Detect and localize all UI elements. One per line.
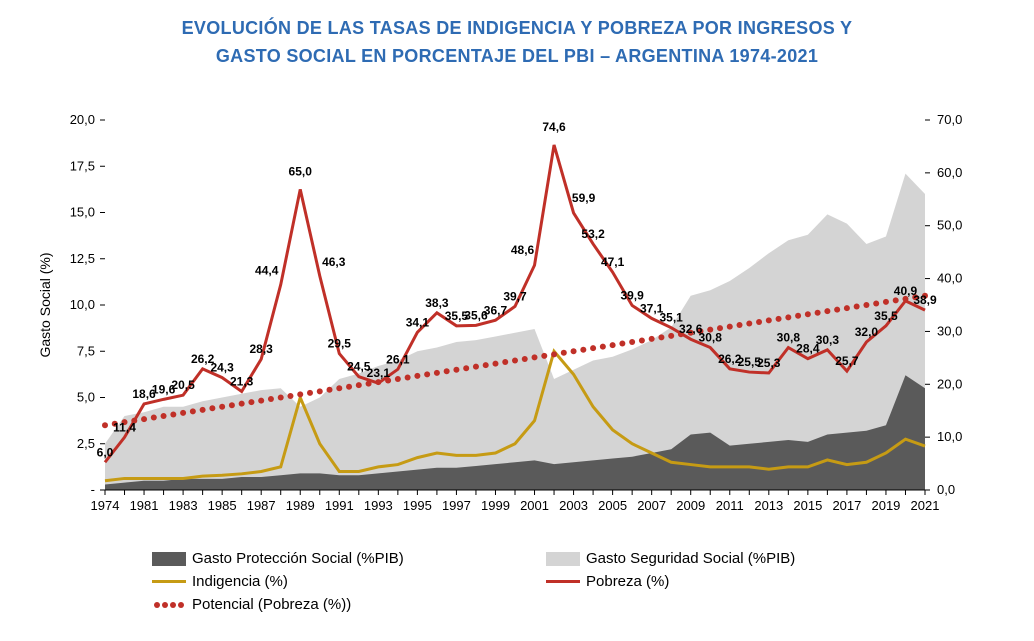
x-tick-label: 2003 — [559, 498, 588, 513]
legend-item: Indigencia (%) — [152, 573, 538, 590]
pobreza-data-label: 29,5 — [328, 337, 352, 351]
y-left-tick-label: 12,5 — [70, 251, 95, 266]
pobreza-data-label: 39,7 — [503, 289, 527, 303]
pobreza-data-label: 48,6 — [511, 243, 535, 257]
legend-label: Gasto Protección Social (%PIB) — [192, 550, 404, 567]
pobreza-data-label: 32,0 — [855, 325, 879, 339]
legend-swatch — [152, 552, 186, 566]
pobreza-data-label: 11,4 — [113, 420, 136, 434]
y-left-tick-label: 15,0 — [70, 205, 95, 220]
x-tick-label: 2019 — [871, 498, 900, 513]
pobreza-data-label: 20,5 — [171, 378, 195, 392]
legend-label: Potencial (Pobreza (%)) — [192, 596, 351, 613]
x-tick-label: 1993 — [364, 498, 393, 513]
x-tick-label: 1983 — [169, 498, 198, 513]
pobreza-data-label: 36,7 — [484, 303, 508, 317]
legend-swatch — [546, 552, 580, 566]
pobreza-data-label: 38,9 — [913, 293, 937, 307]
x-tick-label: 1995 — [403, 498, 432, 513]
legend-item: Gasto Protección Social (%PIB) — [152, 550, 538, 567]
pobreza-data-label: 65,0 — [289, 164, 313, 178]
x-tick-label: 1997 — [442, 498, 471, 513]
legend-label: Gasto Seguridad Social (%PIB) — [586, 550, 795, 567]
y-left-tick-label: - — [91, 482, 95, 497]
pobreza-data-label: 25,7 — [835, 354, 859, 368]
x-tick-label: 2007 — [637, 498, 666, 513]
pobreza-data-label: 25,3 — [757, 356, 781, 370]
x-tick-label: 2009 — [676, 498, 705, 513]
y-right-tick-label: 30,0 — [937, 323, 962, 338]
x-tick-label: 2005 — [598, 498, 627, 513]
y-right-tick-label: 70,0 — [937, 112, 962, 127]
legend-swatch — [152, 598, 186, 612]
x-tick-label: 1981 — [130, 498, 159, 513]
legend-item: Gasto Seguridad Social (%PIB) — [546, 550, 932, 567]
pobreza-data-label: 30,3 — [816, 333, 840, 347]
pobreza-data-label: 34,1 — [406, 315, 430, 329]
y-left-axis-label: Gasto Social (%) — [37, 252, 53, 357]
pobreza-data-label: 39,9 — [620, 288, 644, 302]
y-right-tick-label: 60,0 — [937, 165, 962, 180]
legend-label: Indigencia (%) — [192, 573, 288, 590]
pobreza-data-label: 21,3 — [230, 374, 254, 388]
pobreza-data-label: 28,3 — [250, 342, 274, 356]
y-left-tick-label: 20,0 — [70, 112, 95, 127]
pobreza-data-label: 46,3 — [322, 255, 346, 269]
x-tick-label: 2017 — [832, 498, 861, 513]
pobreza-data-label: 35,5 — [874, 309, 898, 323]
pobreza-data-label: 23,1 — [367, 366, 391, 380]
pobreza-data-label: 53,2 — [581, 227, 605, 241]
y-left-tick-label: 17,5 — [70, 158, 95, 173]
pobreza-data-label: 44,4 — [255, 264, 279, 278]
y-right-tick-label: 40,0 — [937, 271, 962, 286]
x-tick-label: 1985 — [208, 498, 237, 513]
legend-swatch — [546, 580, 580, 583]
x-tick-label: 2015 — [793, 498, 822, 513]
legend-label: Pobreza (%) — [586, 573, 669, 590]
chart-container: { "title_line1": "EVOLUCIÓN DE LAS TASAS… — [0, 0, 1034, 641]
chart-svg: 1974 1981 1983 1985 1987 1989 1991 1993 1995 1997… — [0, 0, 1034, 641]
x-tick-label: 2001 — [520, 498, 549, 513]
y-right-tick-label: 0,0 — [937, 482, 955, 497]
x-tick-label: 2021 — [911, 498, 940, 513]
chart-title-line1: EVOLUCIÓN DE LAS TASAS DE INDIGENCIA Y P… — [0, 18, 1034, 39]
pobreza-data-label: 24,3 — [210, 361, 234, 375]
pobreza-data-label: 38,3 — [425, 296, 449, 310]
y-right-tick-label: 10,0 — [937, 429, 962, 444]
legend-swatch — [152, 580, 186, 583]
pobreza-data-label: 6,0 — [97, 445, 114, 459]
y-right-tick-label: 20,0 — [937, 376, 962, 391]
pobreza-data-label: 47,1 — [601, 255, 625, 269]
chart-title-line2: GASTO SOCIAL EN PORCENTAJE DEL PBI – ARG… — [0, 46, 1034, 67]
x-tick-label: 2011 — [716, 498, 744, 513]
x-tick-label: 1989 — [286, 498, 315, 513]
x-tick-label: 1974 — [91, 498, 120, 513]
y-left-tick-label: 2,5 — [77, 436, 95, 451]
y-left-tick-label: 5,0 — [77, 390, 95, 405]
y-left-tick-label: 7,5 — [77, 343, 95, 358]
legend-item: Pobreza (%) — [546, 573, 932, 590]
y-left-tick-label: 10,0 — [70, 297, 95, 312]
legend: Gasto Protección Social (%PIB) Gasto Segu… — [152, 550, 932, 613]
pobreza-data-label: 26,1 — [386, 352, 410, 366]
x-tick-label: 1999 — [481, 498, 510, 513]
legend-item: Potencial (Pobreza (%)) — [152, 596, 538, 613]
pobreza-data-label: 59,9 — [572, 191, 596, 205]
x-tick-label: 2013 — [754, 498, 783, 513]
pobreza-data-label: 74,6 — [542, 120, 566, 134]
x-tick-label: 1991 — [325, 498, 354, 513]
pobreza-data-label: 30,8 — [699, 331, 723, 345]
x-tick-label: 1987 — [247, 498, 276, 513]
y-right-tick-label: 50,0 — [937, 218, 962, 233]
